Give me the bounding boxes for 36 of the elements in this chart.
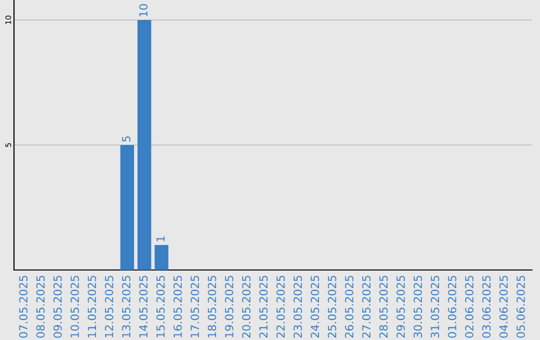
x-tick-label: 11.05.2025 <box>88 276 96 338</box>
x-tick-label: 31.05.2025 <box>430 276 440 338</box>
x-tick-label: 18.05.2025 <box>208 276 216 338</box>
x-tick-label: 16.05.2025 <box>173 276 182 338</box>
bar <box>137 20 152 270</box>
x-tick-label: 25.05.2025 <box>328 276 336 338</box>
bar <box>120 145 134 270</box>
data-label: 10 <box>139 4 148 16</box>
x-tick-label: 07.05.2025 <box>19 276 28 338</box>
x-tick-label: 05.06.2025 <box>516 276 525 338</box>
data-label: 1 <box>156 236 165 242</box>
x-tick-label: 22.05.2025 <box>276 276 285 338</box>
x-tick-label: 03.06.2025 <box>482 276 491 338</box>
x-tick-label: 20.05.2025 <box>242 276 250 338</box>
x-tick-label: 12.05.2025 <box>104 276 114 338</box>
x-tick-label: 27.05.2025 <box>362 276 371 338</box>
bar <box>154 245 168 270</box>
x-tick-label: 15.05.2025 <box>156 276 165 338</box>
x-tick-label: 24.05.2025 <box>310 276 320 338</box>
x-tick-label: 26.05.2025 <box>345 276 354 338</box>
x-tick-label: 17.05.2025 <box>190 276 200 338</box>
x-tick-label: 21.05.2025 <box>259 276 268 338</box>
x-tick-label: 30.05.2025 <box>414 276 422 338</box>
x-tick-label: 29.05.2025 <box>396 276 405 338</box>
x-tick-label: 28.05.2025 <box>379 276 388 338</box>
x-tick-label: 02.06.2025 <box>465 276 474 338</box>
x-tick-label: 19.05.2025 <box>224 276 234 338</box>
x-tick-label: 10.05.2025 <box>70 276 79 338</box>
x-tick-label: 14.05.2025 <box>139 276 148 338</box>
x-tick-label: 01.06.2025 <box>448 276 456 338</box>
x-tick-label: 04.06.2025 <box>499 276 508 338</box>
data-label: 5 <box>122 136 130 142</box>
x-tick-label: 09.05.2025 <box>53 276 62 338</box>
x-tick-label: 13.05.2025 <box>122 276 130 338</box>
x-tick-label: 23.05.2025 <box>294 276 302 338</box>
x-tick-label: 08.05.2025 <box>36 276 45 338</box>
